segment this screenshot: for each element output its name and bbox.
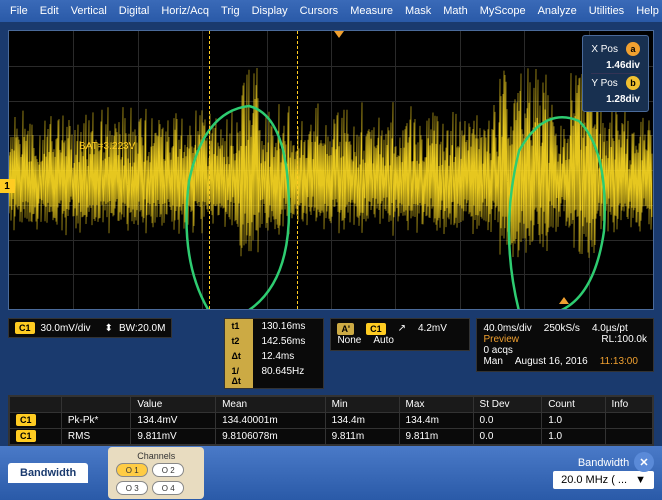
ch-scale: 30.0mV/div bbox=[41, 323, 91, 334]
ch1-button[interactable]: O 1 bbox=[116, 463, 148, 477]
menu-vertical[interactable]: Vertical bbox=[65, 5, 113, 17]
ch4-button[interactable]: O 4 bbox=[152, 481, 184, 495]
position-panel: X Pos a 1.46div Y Pos b 1.28div bbox=[582, 35, 649, 112]
measurement-table: ValueMeanMinMaxSt DevCountInfo C1Pk-Pk*1… bbox=[8, 395, 654, 446]
panel-close-button[interactable]: ✕ bbox=[634, 452, 654, 472]
channel-marker[interactable]: 1 bbox=[0, 179, 15, 193]
timebase-status[interactable]: 40.0ms/div250kS/s4.0µs/pt PreviewRL:100.… bbox=[476, 318, 654, 372]
knob-b-icon[interactable]: b bbox=[626, 76, 640, 90]
bottom-toolbar: Bandwidth Channels O 1 O 2 O 3 O 4 Bandw… bbox=[0, 446, 662, 500]
menu-display[interactable]: Display bbox=[246, 5, 294, 17]
menu-mask[interactable]: Mask bbox=[399, 5, 437, 17]
channels-panel: Channels O 1 O 2 O 3 O 4 bbox=[108, 447, 204, 499]
trigger-status[interactable]: A'C1↗4.2mV NoneAuto bbox=[330, 318, 470, 351]
menu-horizacq[interactable]: Horiz/Acq bbox=[155, 5, 215, 17]
menu-utilities[interactable]: Utilities bbox=[583, 5, 630, 17]
menu-measure[interactable]: Measure bbox=[344, 5, 399, 17]
channel-info[interactable]: C1 30.0mV/div ⬍ BW:20.0M bbox=[8, 318, 172, 338]
menu-trig[interactable]: Trig bbox=[215, 5, 246, 17]
trigger-marker-bottom bbox=[559, 297, 569, 304]
trigger-marker-top bbox=[334, 31, 344, 38]
cursor-t2[interactable] bbox=[297, 31, 298, 309]
menu-help[interactable]: Help bbox=[630, 5, 662, 17]
menu-edit[interactable]: Edit bbox=[34, 5, 65, 17]
xpos-label: X Pos bbox=[591, 44, 618, 55]
ch-badge: C1 bbox=[15, 322, 35, 334]
ch-bandwidth: BW:20.0M bbox=[119, 323, 166, 334]
bandwidth-tab[interactable]: Bandwidth bbox=[8, 463, 88, 483]
menu-file[interactable]: File bbox=[4, 5, 34, 17]
cursor-t1[interactable] bbox=[209, 31, 210, 309]
ch3-button[interactable]: O 3 bbox=[116, 481, 148, 495]
bandwidth-select[interactable]: 20.0 MHz ( ...▼ bbox=[553, 471, 654, 489]
waveform-display[interactable]: BAT=3.223V 1 X Posa 1.46div Y Posb 1.28d… bbox=[8, 30, 654, 310]
ypos-label: Y Pos bbox=[591, 78, 618, 89]
timing-measurements: t1130.16ms t2142.56ms Δt12.4ms 1/Δt80.64… bbox=[224, 318, 324, 389]
bandwidth-label: Bandwidth bbox=[578, 457, 629, 469]
menu-cursors[interactable]: Cursors bbox=[294, 5, 345, 17]
ch2-button[interactable]: O 2 bbox=[152, 463, 184, 477]
menu-analyze[interactable]: Analyze bbox=[532, 5, 583, 17]
menu-myscope[interactable]: MyScope bbox=[474, 5, 532, 17]
battery-label: BAT=3.223V bbox=[79, 141, 135, 152]
menu-math[interactable]: Math bbox=[437, 5, 473, 17]
ypos-value: 1.28div bbox=[606, 94, 640, 105]
annotation-overlay bbox=[9, 31, 653, 309]
knob-a-icon[interactable]: a bbox=[626, 42, 640, 56]
menu-bar: File Edit Vertical Digital Horiz/Acq Tri… bbox=[0, 0, 662, 22]
xpos-value: 1.46div bbox=[606, 60, 640, 71]
menu-digital[interactable]: Digital bbox=[113, 5, 156, 17]
